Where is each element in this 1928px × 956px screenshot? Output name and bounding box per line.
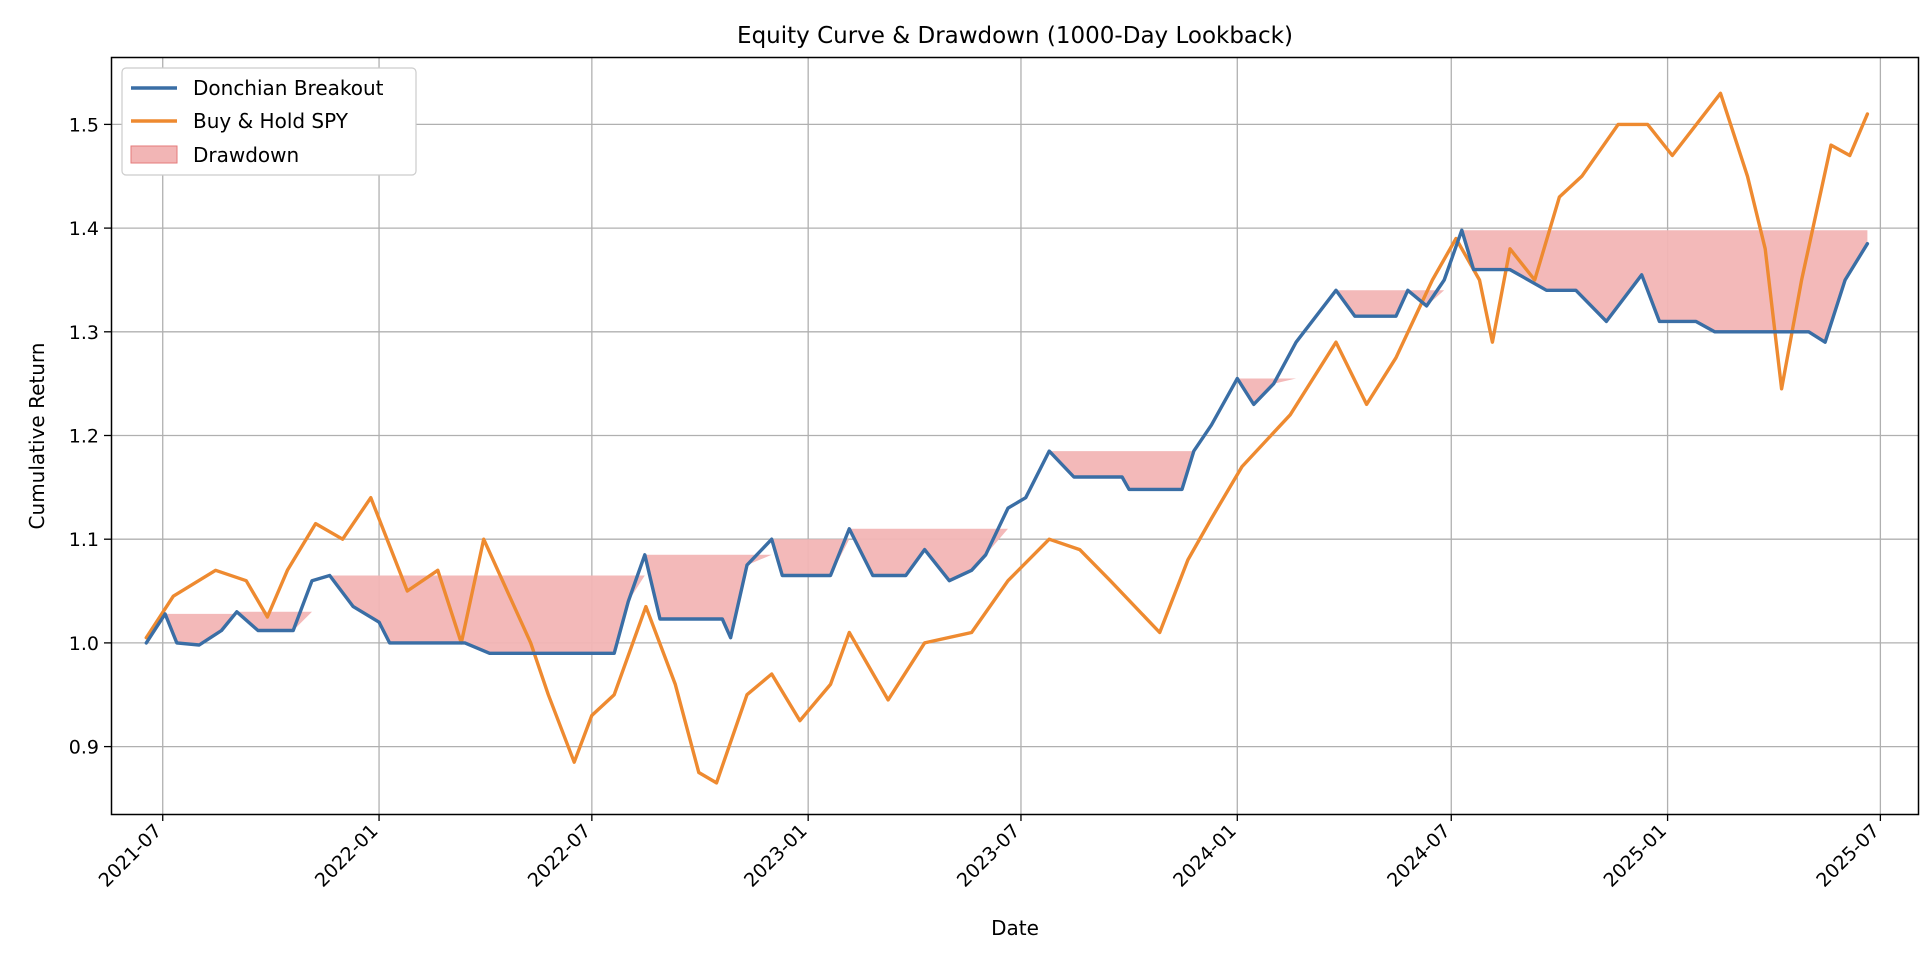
y-tick-label: 1.0: [69, 633, 99, 655]
y-tick-label: 1.2: [69, 426, 99, 448]
series-line-buy-hold-spy: [144, 91, 1870, 785]
y-tick-label: 1.3: [69, 322, 99, 344]
series-line-donchian-breakout: [144, 228, 1870, 655]
legend-label-spy: Buy & Hold SPY: [193, 109, 349, 133]
chart-title: Equity Curve & Drawdown (1000-Day Lookba…: [737, 23, 1293, 49]
legend-label-drawdown: Drawdown: [193, 143, 299, 167]
legend-frame: [121, 67, 417, 176]
drawdown-layer: [146, 230, 1868, 654]
legend-swatch-drawdown: [130, 145, 178, 164]
y-tick-label: 1.1: [69, 529, 99, 551]
legend-label-donchian: Donchian Breakout: [193, 76, 384, 100]
series-layer: [144, 91, 1870, 785]
y-axis-label: Cumulative Return: [25, 343, 49, 530]
drawdown-area: [146, 230, 1868, 654]
y-tick-label: 0.9: [69, 737, 99, 759]
plot-area-border: [110, 56, 1920, 816]
y-tick-label: 1.4: [69, 218, 99, 240]
y-tick-label: 1.5: [69, 114, 99, 136]
legend: Donchian Breakout Buy & Hold SPY Drawdow…: [121, 67, 417, 176]
x-axis-label: Date: [991, 916, 1039, 940]
grid-layer: [111, 57, 1918, 814]
